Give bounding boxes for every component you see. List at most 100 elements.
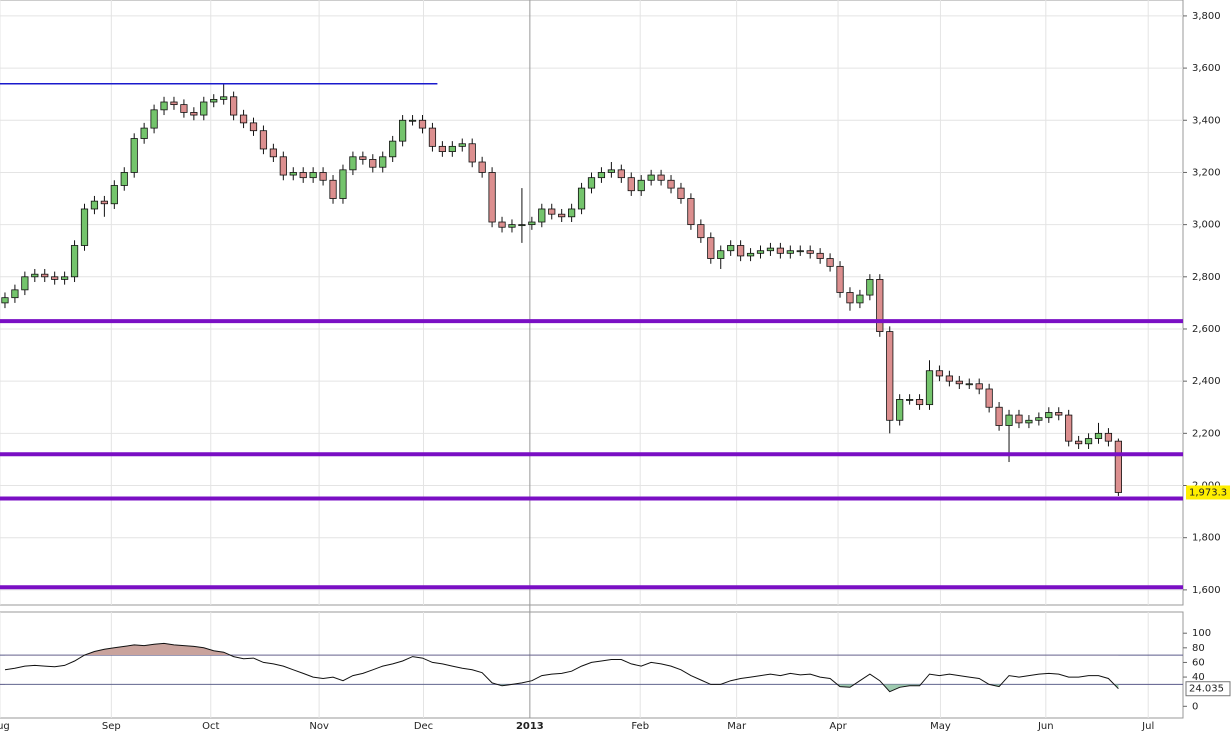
last-rsi-label: 24.035	[1189, 684, 1224, 695]
candle-body	[80, 208, 89, 246]
x-tick-label: Dec	[414, 721, 433, 732]
candle-body	[210, 98, 218, 103]
candle-body	[518, 224, 526, 227]
y-tick-label: 2,600	[1192, 324, 1221, 335]
candle-body	[408, 119, 417, 122]
candle-body	[1015, 414, 1023, 424]
candle-body	[1114, 440, 1122, 493]
y-tick-label: 3,800	[1192, 11, 1221, 22]
candle-body	[826, 258, 834, 267]
candle-body	[627, 177, 635, 192]
candle-body	[647, 174, 655, 181]
candle-body	[478, 161, 486, 173]
candle-body	[339, 169, 347, 199]
y-tick-label: 3,600	[1192, 63, 1221, 74]
candle-body	[886, 331, 894, 421]
candle-body	[438, 145, 446, 152]
candle-body	[558, 213, 566, 218]
candle-body	[150, 109, 158, 129]
candle-body	[866, 279, 874, 296]
candle-body	[925, 370, 934, 406]
y-tick-label: 40	[1192, 672, 1205, 683]
candle-body	[1055, 412, 1063, 416]
candle-body	[1104, 432, 1113, 442]
candle-body	[100, 200, 108, 205]
x-tick-label: Apr	[829, 721, 847, 732]
last-price-box	[1186, 485, 1230, 500]
y-tick-label: 100	[1192, 628, 1211, 639]
candle-body	[369, 159, 377, 168]
candle-body	[587, 177, 596, 189]
candle-body	[329, 179, 337, 199]
y-tick-label: 2,400	[1192, 376, 1221, 387]
candle-body	[657, 174, 665, 181]
x-tick-label: Nov	[309, 721, 329, 732]
candle-body	[896, 399, 904, 421]
candle-body	[1045, 412, 1053, 419]
candle-body	[846, 292, 854, 304]
candle-body	[508, 224, 516, 228]
candle-body	[796, 250, 804, 253]
y-tick-label: 80	[1192, 643, 1205, 654]
rsi-panel	[0, 611, 1184, 719]
candle-body	[180, 104, 188, 113]
candle-body	[667, 179, 675, 189]
candle-body	[61, 276, 69, 280]
candle-body	[756, 250, 765, 254]
candle-body	[31, 273, 39, 278]
candle-body	[448, 145, 456, 152]
candle-body	[279, 156, 287, 176]
candle-body	[230, 96, 238, 116]
candle-body	[130, 138, 138, 173]
candle-body	[458, 143, 466, 147]
candle-body	[727, 245, 735, 252]
candle-body	[200, 101, 208, 116]
y-tick-label: 60	[1192, 657, 1205, 668]
candle-body	[856, 294, 864, 304]
candle-body	[617, 169, 625, 179]
candle-body	[607, 169, 615, 173]
candle-body	[299, 172, 307, 179]
x-tick-label: Oct	[202, 721, 219, 732]
candle-body	[70, 245, 79, 278]
candle-body	[41, 273, 49, 278]
candle-body	[11, 289, 19, 299]
candle-body	[746, 252, 755, 257]
candle-body	[488, 172, 496, 223]
y-tick-label: 3,400	[1192, 115, 1221, 126]
last-rsi-box	[1185, 681, 1231, 697]
candle-body	[1035, 417, 1043, 421]
candle-body	[1, 297, 9, 304]
candle-body	[309, 172, 317, 179]
candle-body	[428, 127, 437, 147]
candle-body	[538, 208, 546, 223]
x-tick-label: Feb	[631, 721, 649, 732]
x-tick-label: Mar	[727, 721, 747, 732]
candle-body	[1084, 438, 1093, 445]
y-tick-label: 3,000	[1192, 220, 1221, 231]
candle-body	[955, 380, 963, 385]
candle-body	[1025, 419, 1033, 424]
candle-body	[737, 245, 745, 257]
candle-body	[468, 143, 476, 163]
candle-body	[915, 399, 924, 406]
y-tick-label: 2,800	[1192, 272, 1221, 283]
x-tick-label: Jun	[1037, 721, 1054, 732]
candle-body	[766, 247, 775, 252]
x-tick-label: Sep	[102, 721, 121, 732]
candle-body	[637, 179, 645, 192]
y-tick-label: 1,800	[1192, 533, 1221, 544]
candle-body	[359, 156, 367, 160]
candle-body	[379, 156, 387, 168]
x-tick-label: May	[930, 721, 951, 732]
candle-body	[1075, 440, 1083, 445]
candle-body	[995, 406, 1003, 426]
candle-body	[319, 172, 327, 181]
y-tick-label: 0	[1192, 701, 1198, 712]
candle-body	[806, 250, 814, 254]
candle-body	[568, 208, 576, 218]
candle-body	[965, 383, 973, 386]
candle-body	[51, 276, 59, 280]
